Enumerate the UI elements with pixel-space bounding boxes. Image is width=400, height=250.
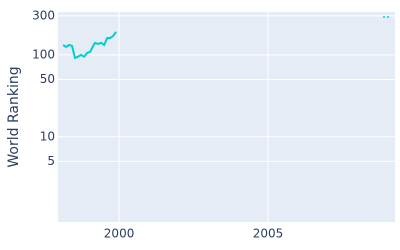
x-tick-label: 2000 (104, 227, 135, 241)
y-tick-label: 50 (40, 72, 55, 86)
x-tick-label: 2005 (253, 227, 284, 241)
y-tick-label: 300 (32, 8, 55, 22)
y-tick-label: 10 (40, 129, 55, 143)
plot-area (58, 12, 395, 222)
y-tick-label: 5 (47, 154, 55, 168)
y-tick-label: 100 (32, 47, 55, 61)
y-axis-label: World Ranking (6, 66, 22, 167)
series-line (62, 31, 117, 60)
